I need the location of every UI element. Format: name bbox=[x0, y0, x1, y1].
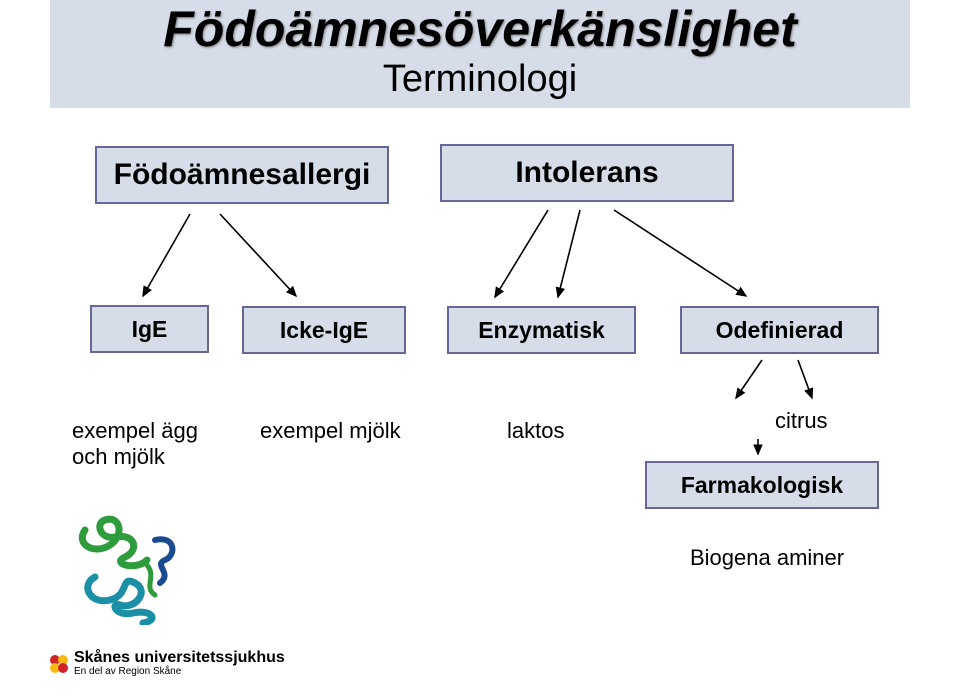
label-lactose: laktos bbox=[507, 418, 564, 444]
box-intolerance: Intolerans bbox=[440, 144, 734, 202]
label-citrus: citrus bbox=[775, 408, 828, 434]
hospital-logo: Skånes universitetssjukhus En del av Reg… bbox=[50, 650, 285, 677]
box-pharma: Farmakologisk bbox=[645, 461, 879, 509]
box-ige: IgE bbox=[90, 305, 209, 353]
box-allergy: Födoämnesallergi bbox=[95, 146, 389, 204]
slide: Födoämnesöverkänslighet Terminologi Födo… bbox=[0, 0, 960, 695]
label-milk: exempel mjölk bbox=[260, 418, 401, 444]
title-sub: Terminologi bbox=[50, 58, 910, 101]
label-egg-milk: exempel ägg och mjölk bbox=[72, 418, 198, 470]
logo-line1: Skånes universitetssjukhus bbox=[74, 650, 285, 667]
logo-line2: En del av Region Skåne bbox=[74, 667, 285, 678]
box-undefined: Odefinierad bbox=[680, 306, 879, 354]
logo-mark-icon bbox=[50, 655, 66, 671]
label-biogenic: Biogena aminer bbox=[690, 545, 844, 571]
box-enzymatic: Enzymatisk bbox=[447, 306, 636, 354]
title-band: Födoämnesöverkänslighet Terminologi bbox=[50, 0, 910, 108]
protein-ribbon-icon bbox=[65, 505, 205, 625]
title-main: Födoämnesöverkänslighet bbox=[50, 0, 910, 58]
box-nonige: Icke-IgE bbox=[242, 306, 406, 354]
